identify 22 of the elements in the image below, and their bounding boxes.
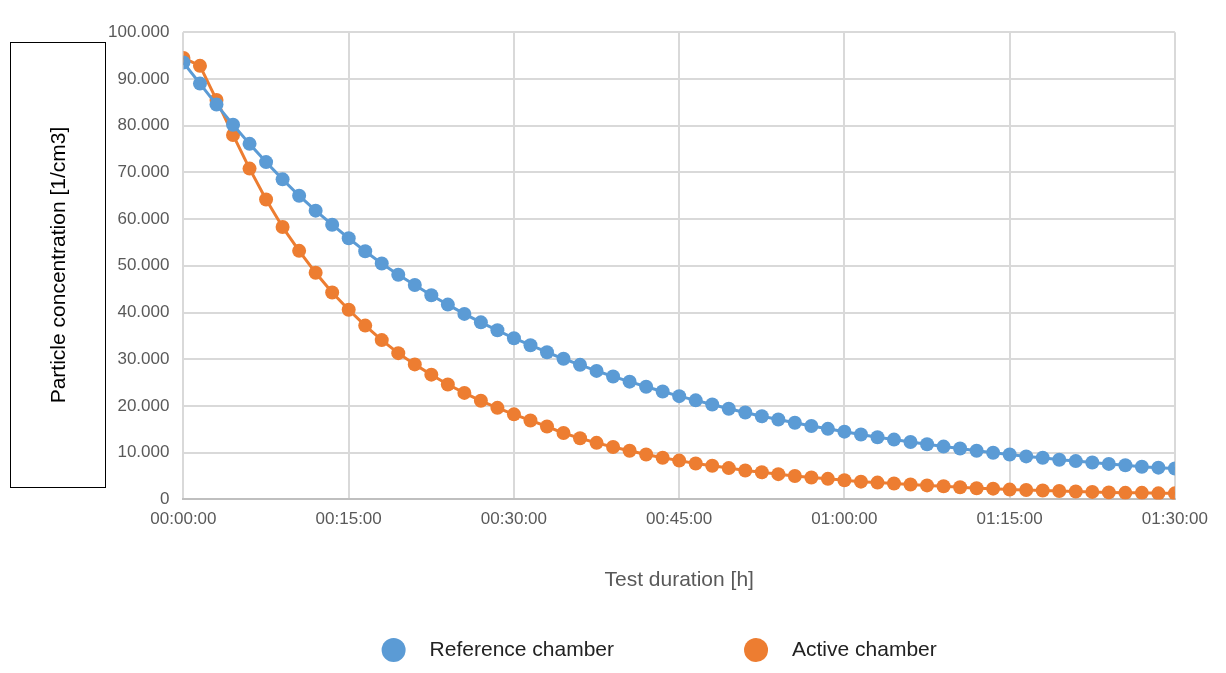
legend-label: Reference chamber xyxy=(429,636,615,660)
y-tick-label: 100.000 xyxy=(108,21,170,41)
y-tick-label: 60.000 xyxy=(117,208,170,228)
y-tick-label: 20.000 xyxy=(117,395,170,415)
x-tick-label: 00:30:00 xyxy=(480,509,548,529)
x-tick-label: 01:00:00 xyxy=(811,509,878,529)
y-tick-label: 0 xyxy=(159,489,170,509)
y-tick-label: 40.000 xyxy=(117,302,170,322)
legend-label: Active chamber xyxy=(792,636,937,660)
y-tick-label: 80.000 xyxy=(117,115,170,135)
y-tick-label: 30.000 xyxy=(117,348,170,368)
y-tick-label: 50.000 xyxy=(117,255,170,275)
x-tick-label: 00:00:00 xyxy=(150,509,217,529)
y-tick-label: 90.000 xyxy=(117,68,170,88)
x-axis-title: Test duration [h] xyxy=(604,567,754,591)
y-tick-label: 70.000 xyxy=(117,162,170,182)
x-tick-label: 01:15:00 xyxy=(976,509,1043,529)
x-tick-label: 00:15:00 xyxy=(315,509,382,529)
x-tick-label: 00:45:00 xyxy=(646,509,713,529)
y-tick-label: 10.000 xyxy=(117,442,170,462)
x-tick-label: 01:30:00 xyxy=(1141,509,1209,529)
y-axis-title: Particle concentration [1/cm3] xyxy=(46,126,70,404)
